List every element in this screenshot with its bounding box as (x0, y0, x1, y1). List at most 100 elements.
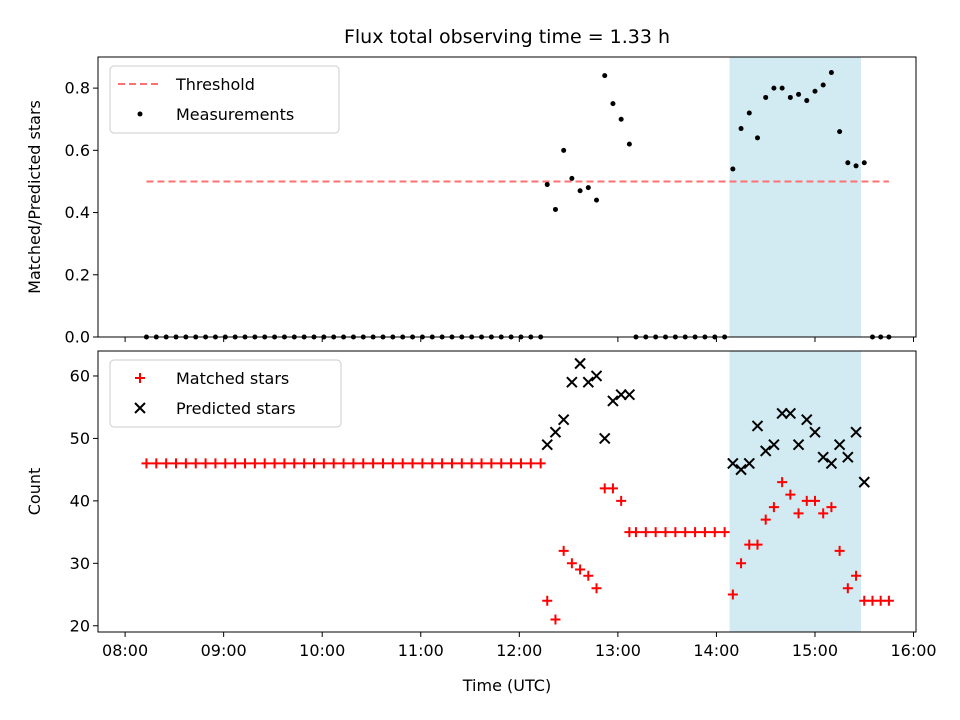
matched-star-point (269, 458, 280, 469)
matched-star-point (240, 458, 251, 469)
y-tick-label: 0.8 (65, 79, 90, 98)
matched-star-point (486, 458, 497, 469)
matched-star-point (308, 458, 319, 469)
matched-star-point (476, 458, 487, 469)
matched-star-point (760, 514, 771, 525)
matched-star-point (809, 495, 820, 506)
panel-1: 0.0 0.2 0.4 0.6 0.8 Flux total observing time… (25, 26, 917, 347)
matched-star-point (719, 527, 730, 538)
measurement-point (610, 101, 616, 107)
x-tick-label: 13:00 (595, 641, 641, 660)
x-tick-label: 12:00 (496, 641, 542, 660)
matched-star-point (230, 458, 241, 469)
legend-entry: Predicted stars (134, 399, 296, 418)
predicted-star-point (727, 457, 739, 470)
predicted-star-point (833, 438, 846, 451)
shaded-region (729, 351, 861, 632)
y-tick-label: 0.2 (65, 265, 90, 284)
matched-star-point (826, 502, 837, 513)
measurement-point (779, 85, 785, 91)
measurement-point (552, 206, 558, 212)
measurement-point (626, 141, 632, 147)
matched-star-point (752, 539, 763, 550)
matched-star-point (630, 527, 641, 538)
matched-star-point (200, 458, 211, 469)
matched-star-point (709, 527, 720, 538)
x-tick-label: 15:00 (792, 641, 838, 660)
matched-star-point (883, 595, 894, 606)
predicted-star-point (599, 432, 611, 445)
matched-star-point (777, 477, 788, 488)
matched-star-point (558, 545, 569, 556)
matched-star-point (180, 458, 191, 469)
predicted-star-point (623, 389, 636, 401)
matched-star-point (387, 458, 398, 469)
predicted-star-point (615, 389, 627, 401)
predicted-star-point (809, 426, 821, 438)
legend-box (109, 359, 342, 428)
matched-star-point (699, 527, 710, 538)
legend-entry: Measurements (137, 105, 294, 124)
matched-star-point (575, 564, 586, 575)
y-axis-title: Count (25, 468, 44, 516)
legend: Threshold Measurements (109, 65, 340, 134)
x-tick-label: 16:00 (890, 641, 936, 660)
predicted-star-point (607, 395, 619, 407)
matched-star-point (299, 458, 310, 469)
predicted-star-point (751, 420, 764, 432)
legend-entry: Matched stars (135, 369, 289, 388)
predicted-star-point (582, 376, 595, 388)
y-tick-label: 50 (70, 429, 90, 448)
predicted-star-point (549, 426, 562, 438)
matched-star-point (289, 458, 300, 469)
matched-star-point (818, 508, 829, 519)
x-tick-label: 14:00 (693, 641, 739, 660)
legend-entry: Threshold (118, 75, 255, 94)
predicted-star-point (825, 457, 838, 470)
y-tick-label: 60 (70, 366, 90, 385)
predicted-star-point (566, 376, 578, 388)
matched-star-point (607, 483, 618, 494)
x-tick-label: 09:00 (201, 641, 247, 660)
measurement-point (730, 166, 736, 172)
predicted-star-point (776, 407, 788, 420)
measurement-point (812, 88, 818, 94)
measurement-point (585, 185, 591, 191)
matched-star-point (141, 458, 152, 469)
matched-star-point (318, 458, 329, 469)
measurement-point (837, 129, 843, 135)
legend-label: Matched stars (176, 369, 289, 388)
matched-star-point (525, 458, 536, 469)
predicted-star-point (557, 413, 570, 426)
matched-star-point (616, 495, 627, 506)
series-cross (541, 357, 870, 488)
matched-star-point (358, 458, 369, 469)
plot-frame (97, 350, 917, 633)
y-tick-label: 40 (70, 491, 90, 510)
measurement-point (771, 85, 777, 91)
matched-star-point (161, 458, 172, 469)
matched-star-point (768, 502, 779, 513)
measurement-point (602, 73, 608, 79)
matched-star-point (437, 458, 448, 469)
matched-star-point (506, 458, 517, 469)
measurement-point (787, 94, 793, 100)
matched-star-point (515, 458, 526, 469)
legend-handle (134, 402, 146, 414)
matched-star-point (348, 458, 359, 469)
legend: Matched stars Predicted stars (109, 359, 342, 428)
matched-star-point (670, 527, 681, 538)
matched-star-point (259, 458, 270, 469)
matched-star-point (279, 458, 290, 469)
matched-star-point (550, 614, 561, 625)
legend-handle (137, 111, 143, 117)
x-tick-label: 11:00 (398, 641, 444, 660)
legend-handle (135, 373, 145, 383)
panel-2: 20 30 40 50 60 08:00 09:00 10:00 11:00 12:00 13:00… (25, 350, 937, 695)
predicted-star-point (574, 357, 586, 370)
plot-frame (97, 56, 917, 338)
series-plus (141, 458, 894, 625)
predicted-star-point (801, 413, 813, 426)
x-tick-label: 08:00 (102, 641, 148, 660)
matched-star-point (456, 458, 467, 469)
